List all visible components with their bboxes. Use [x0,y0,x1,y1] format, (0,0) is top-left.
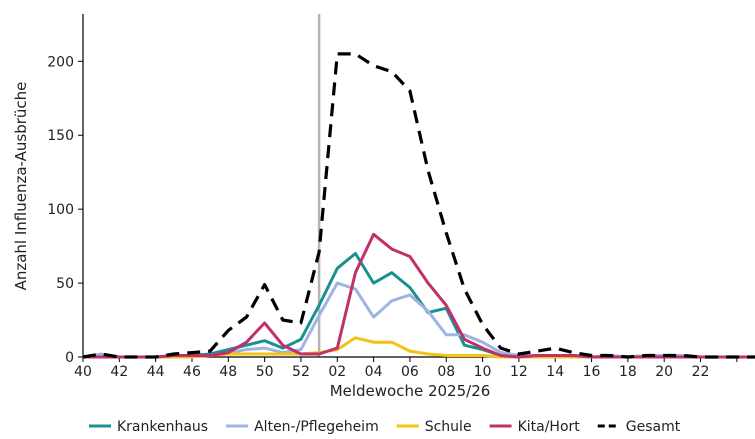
x-tick-label: 52 [292,364,310,380]
y-tick-label: 50 [56,276,74,292]
series-line-alten-pflegeheim [82,281,755,359]
x-tick-label: 42 [110,364,128,380]
legend-item: Schule [396,419,472,435]
x-tick-label: 48 [219,364,237,380]
legend-item: Kita/Hort [489,419,581,435]
x-axis-title: Meldewoche 2025/26 [330,382,491,400]
y-tick-label: 100 [47,202,74,218]
y-tick-label: 200 [47,54,74,70]
legend-label: Kita/Hort [518,419,581,435]
x-tick-label: 10 [474,364,492,380]
series-line-gesamt [82,52,755,359]
x-tick-label: 02 [328,364,346,380]
legend-label: Gesamt [626,419,681,435]
x-tick-label: 14 [546,364,564,380]
x-tick-label: 08 [437,364,455,380]
y-tick-label: 0 [65,350,74,366]
x-tick-label: 22 [692,364,710,380]
x-tick-label: 18 [619,364,637,380]
legend-item: Gesamt [597,419,681,435]
x-tick-label: 04 [365,364,383,380]
legend-label: Alten-/Pflegeheim [254,419,379,435]
legend-label: Schule [425,419,472,435]
axes: 0 50 100 150 200 40 42 44 46 48 50 52 02 04 06 08 10 12 14… [47,14,755,380]
x-tick-label: 12 [510,364,528,380]
y-axis-title: Anzahl Influenza-Ausbrüche [12,82,30,291]
x-tick-label: 46 [183,364,201,380]
x-tick-label: 20 [655,364,673,380]
series-lines [82,52,755,359]
legend: Krankenhaus Alten-/Pflegeheim Schule Kita/H… [89,419,681,435]
x-tick-label: 06 [401,364,419,380]
legend-item: Alten-/Pflegeheim [226,419,379,435]
x-tick-label: 44 [147,364,165,380]
legend-label: Krankenhaus [117,419,208,435]
y-tick-label: 150 [47,128,74,144]
x-tick-label: 40 [74,364,92,380]
series-line-kita-hort [83,232,755,359]
legend-item: Krankenhaus [89,419,208,435]
x-tick-label: 16 [583,364,601,380]
x-tick-label: 50 [256,364,274,380]
